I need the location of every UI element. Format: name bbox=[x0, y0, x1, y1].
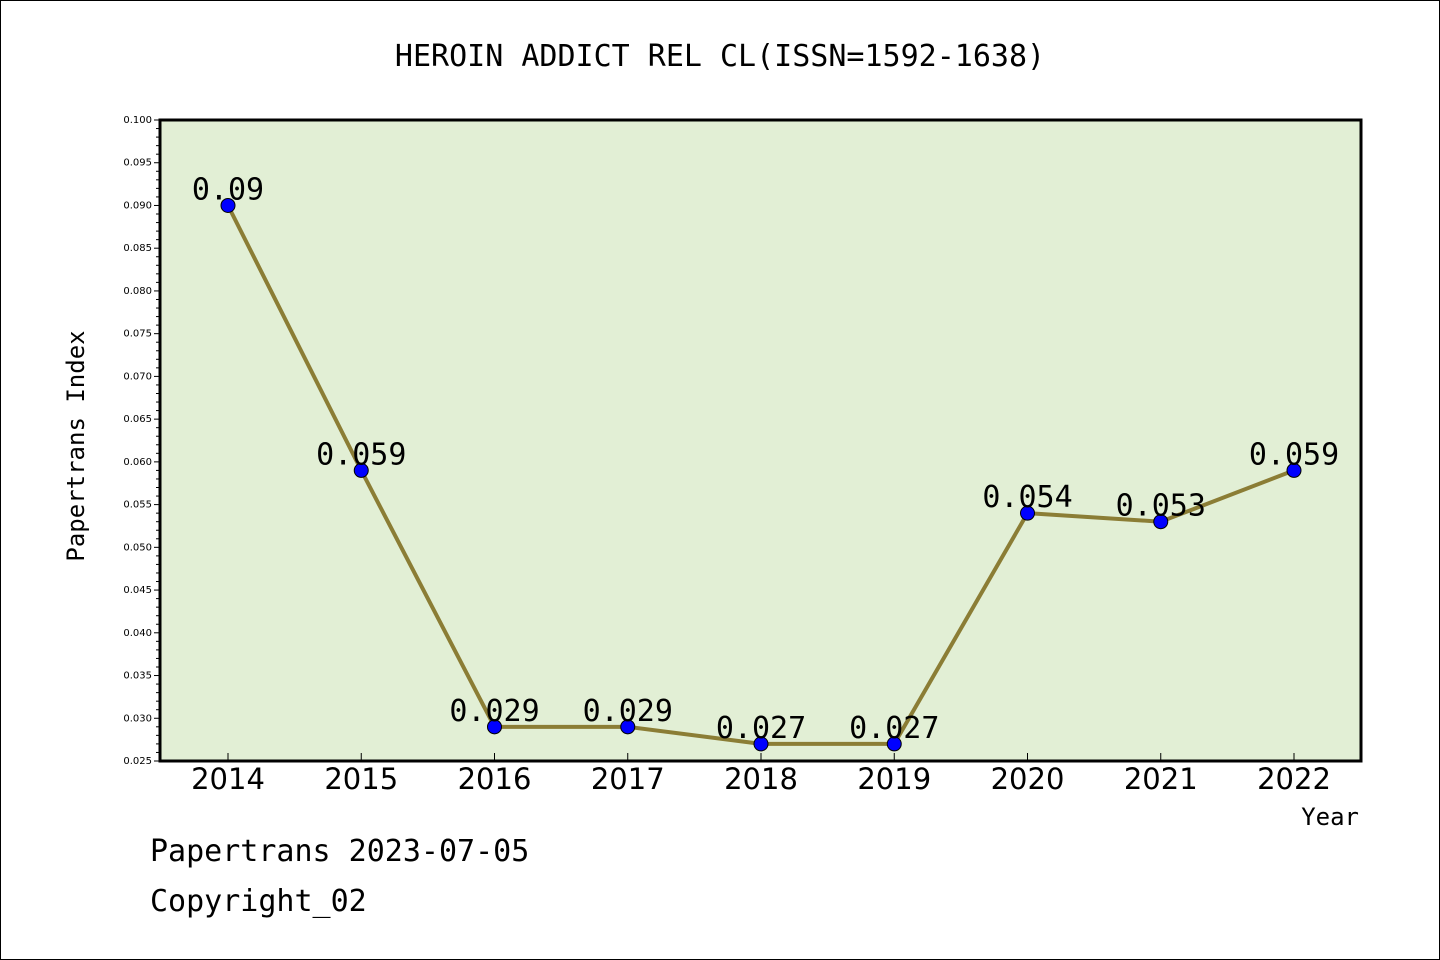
y-tick-label: 0.100 bbox=[123, 115, 152, 126]
y-tick-label: 0.045 bbox=[123, 585, 152, 596]
x-tick-label: 2015 bbox=[324, 762, 398, 796]
data-label: 0.059 bbox=[316, 437, 406, 472]
data-point bbox=[353, 462, 369, 478]
x-tick-label: 2021 bbox=[1124, 762, 1198, 796]
y-tick-label: 0.090 bbox=[123, 200, 152, 211]
y-tick-label: 0.065 bbox=[123, 414, 152, 425]
x-tick-label: 2014 bbox=[191, 762, 265, 796]
footer-date: Papertrans 2023-07-05 bbox=[150, 834, 530, 869]
y-tick-label: 0.055 bbox=[123, 500, 152, 511]
data-point bbox=[487, 719, 502, 735]
data-label: 0.053 bbox=[1116, 489, 1206, 524]
y-tick-label: 0.080 bbox=[123, 286, 152, 297]
x-tick-label: 2020 bbox=[991, 762, 1065, 796]
y-tick-label: 0.030 bbox=[123, 713, 152, 724]
chart-title: HEROIN ADDICT REL CL(ISSN=1592-1638) bbox=[395, 39, 1045, 74]
y-tick-label: 0.050 bbox=[123, 542, 152, 553]
data-point bbox=[886, 736, 902, 752]
y-tick-label: 0.060 bbox=[123, 457, 152, 468]
x-axis: 2014 2015 2016 2017 2018 2019 2020 2021 2022 bbox=[191, 753, 1331, 796]
footer-copyright: Copyright_02 bbox=[150, 884, 367, 919]
series-layer: 0.09 0.059 0.029 0.029 0.027 0.027 0.054 0.053 0… bbox=[192, 172, 1339, 752]
data-label: 0.059 bbox=[1249, 437, 1339, 472]
x-tick-label: 2022 bbox=[1257, 762, 1331, 796]
x-tick-label: 2016 bbox=[458, 762, 532, 796]
data-point bbox=[620, 719, 636, 735]
y-tick-label: 0.040 bbox=[123, 628, 152, 639]
data-point bbox=[220, 197, 236, 213]
data-label: 0.054 bbox=[982, 480, 1072, 515]
x-tick-label: 2019 bbox=[857, 762, 931, 796]
data-label: 0.027 bbox=[849, 711, 939, 746]
data-label: 0.027 bbox=[716, 711, 806, 746]
data-label: 0.029 bbox=[449, 694, 539, 729]
data-point bbox=[1153, 514, 1169, 530]
data-label: 0.029 bbox=[583, 694, 673, 729]
x-tick-label: 2018 bbox=[724, 762, 798, 796]
y-axis-label: Papertrans Index bbox=[62, 330, 90, 561]
data-label: 0.09 bbox=[192, 172, 264, 207]
y-tick-label: 0.085 bbox=[123, 243, 152, 254]
data-point bbox=[1020, 505, 1035, 521]
x-tick-label: 2017 bbox=[591, 762, 665, 796]
y-tick-label: 0.025 bbox=[123, 756, 152, 767]
y-tick-label: 0.070 bbox=[123, 371, 152, 382]
y-tick-label: 0.035 bbox=[123, 671, 152, 682]
x-axis-label: Year bbox=[1301, 803, 1359, 831]
y-tick-label: 0.095 bbox=[123, 158, 152, 169]
y-axis: 0.025 0.030 0.035 0.040 0.045 0.050 0.055 0.060… bbox=[123, 115, 160, 767]
data-point bbox=[1286, 462, 1302, 478]
y-tick-label: 0.075 bbox=[123, 329, 152, 340]
plot-area bbox=[158, 118, 1363, 763]
data-point bbox=[753, 736, 769, 752]
